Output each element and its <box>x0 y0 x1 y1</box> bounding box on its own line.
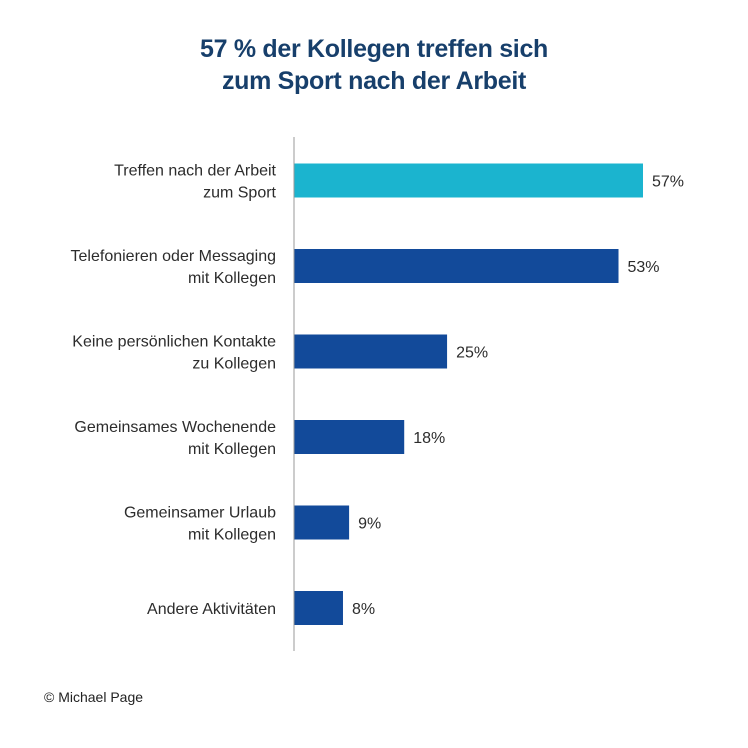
copyright-footer: © Michael Page <box>44 689 144 705</box>
bar-3 <box>294 420 405 454</box>
value-label-3: 18% <box>413 430 445 447</box>
value-label-2: 25% <box>456 345 488 362</box>
category-labels: Treffen nach der Arbeit zum Sport Telefoni… <box>71 163 277 619</box>
category-label-3-line-1: mit Kollegen <box>188 441 276 458</box>
bars-group <box>294 163 643 625</box>
bar-0 <box>294 163 643 198</box>
bar-2 <box>294 334 448 369</box>
value-labels: 57% 53% 25% 18% 9% 8% <box>352 174 684 619</box>
category-label-5-line-0: Andere Aktivitäten <box>147 601 276 618</box>
chart-title-line-2: zum Sport nach der Arbeit <box>221 67 527 95</box>
category-label-2-line-0: Keine persönlichen Kontakte <box>72 334 276 351</box>
category-label-0-line-0: Treffen nach der Arbeit <box>114 163 276 180</box>
chart-title-line-1: 57 % der Kollegen treffen sich <box>199 35 549 63</box>
value-label-5: 8% <box>352 601 375 618</box>
category-label-3-line-0: Gemeinsames Wochenende <box>74 419 276 436</box>
value-label-4: 9% <box>358 516 381 533</box>
value-label-1: 53% <box>628 259 660 276</box>
category-label-1-line-1: mit Kollegen <box>188 270 276 287</box>
category-label-4-line-1: mit Kollegen <box>188 527 276 544</box>
bar-1 <box>294 249 619 283</box>
category-label-4-line-0: Gemeinsamer Urlaub <box>124 505 276 522</box>
category-label-0-line-1: zum Sport <box>203 185 276 202</box>
category-label-1-line-0: Telefonieren oder Messaging <box>71 248 276 265</box>
bar-5 <box>294 591 343 625</box>
bar-4 <box>294 505 350 540</box>
value-label-0: 57% <box>652 174 684 191</box>
category-label-2-line-1: zu Kollegen <box>192 356 276 373</box>
